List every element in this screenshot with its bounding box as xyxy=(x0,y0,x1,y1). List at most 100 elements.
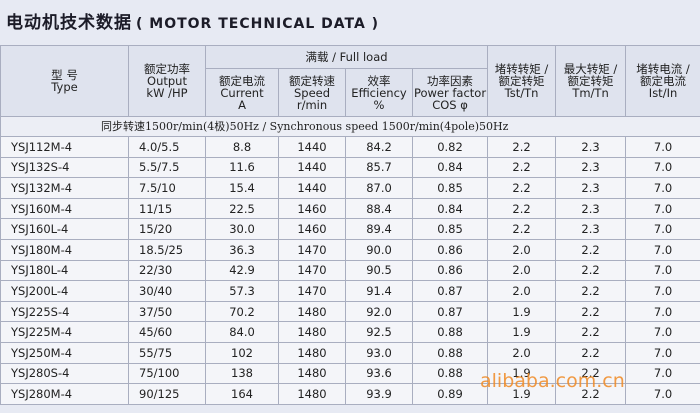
header-line: % xyxy=(373,97,385,112)
data-row: YSJ180M-4 18.5/25 36.3 1470 90.0 0.86 2.0 2.2 7.… xyxy=(0,238,700,261)
cell: 7.0 xyxy=(625,238,700,261)
cell: 90.0 xyxy=(345,238,413,261)
cell: 0.85 xyxy=(411,177,489,199)
cell: YSJ132S-4 xyxy=(0,156,129,179)
cell: YSJ200L-4 xyxy=(0,280,129,302)
cell: 22.5 xyxy=(205,197,279,220)
cell: YSJ180M-4 xyxy=(0,238,129,261)
cell: 0.88 xyxy=(411,341,489,364)
cell: 93.0 xyxy=(345,341,413,364)
cell: 2.2 xyxy=(487,136,557,158)
cell: 2.0 xyxy=(487,341,557,364)
cell: 0.87 xyxy=(411,280,489,302)
cell: 2.3 xyxy=(555,177,627,199)
header-line: Ist/In xyxy=(648,86,678,100)
group-header: 满载 / Full load xyxy=(204,45,489,69)
cell: 1460 xyxy=(278,218,346,240)
header-cell: 额定电流 Current A xyxy=(205,68,279,117)
cell: 37/50 xyxy=(128,300,206,323)
cell: 2.2 xyxy=(487,218,557,240)
data-row: YSJ225S-4 37/50 70.2 1480 92.0 0.87 1.9 2.2 7.0 xyxy=(0,300,700,323)
cell: 2.2 xyxy=(487,156,557,179)
data-row: YSJ250M-4 55/75 102 1480 93.0 0.88 2.0 2.2 7.0 xyxy=(0,341,700,364)
header-line: 效率 xyxy=(367,73,391,88)
cell: 0.82 xyxy=(411,136,489,158)
header-row: 型 号 Type 额定功率 Output kW /HP 满载 / Full load 堵转转… xyxy=(0,45,700,117)
header-line: Speed xyxy=(293,85,331,100)
cell: 1480 xyxy=(278,383,346,405)
header-cell: 最大转矩 / 额定转矩 Tm/Tn xyxy=(555,45,627,117)
cell: 2.2 xyxy=(487,197,557,220)
data-row: YSJ280M-4 90/125 164 1480 93.9 0.89 1.9 2.2 7.0 xyxy=(0,383,700,405)
cell: 57.3 xyxy=(205,280,279,302)
cell: 7.0 xyxy=(625,197,700,220)
header-line: Tst/Tn xyxy=(504,86,539,100)
cell: 30/40 xyxy=(128,280,206,302)
cell: 89.4 xyxy=(345,218,413,240)
data-row: YSJ160L-4 15/20 30.0 1460 89.4 0.85 2.2 2.3 7.0 xyxy=(0,218,700,240)
cell: 1.9 xyxy=(487,362,557,385)
data-row: YSJ160M-4 11/15 22.5 1460 88.4 0.84 2.2 2.3 7.0 xyxy=(0,197,700,220)
cell: 92.5 xyxy=(345,321,413,343)
cell: 0.89 xyxy=(411,383,489,405)
cell: 70.2 xyxy=(205,300,279,323)
table-body: 同步转速1500r/min(4极)50Hz / Synchronous spee… xyxy=(0,116,700,405)
cell: 1.9 xyxy=(487,383,557,405)
header-line: 额定电流 xyxy=(640,74,687,88)
cell: YSJ160L-4 xyxy=(0,218,129,240)
cell: 45/60 xyxy=(128,321,206,343)
cell: 18.5/25 xyxy=(128,238,206,261)
header-line: A xyxy=(238,97,246,112)
cell: 42.9 xyxy=(205,259,279,282)
cell: 7.0 xyxy=(625,156,700,179)
header-line: Current xyxy=(220,85,264,100)
cell: 1480 xyxy=(278,362,346,385)
cell: 15/20 xyxy=(128,218,206,240)
cell: 0.88 xyxy=(411,321,489,343)
cell: 7.0 xyxy=(625,300,700,323)
header-line: Efficiency xyxy=(351,85,407,100)
data-row: YSJ132S-4 5.5/7.5 11.6 1440 85.7 0.84 2.2 2.3 7.… xyxy=(0,156,700,179)
header-cell: 堵转电流 / 额定电流 Ist/In xyxy=(625,45,700,117)
header-line: 型 号 xyxy=(51,68,78,82)
cell: 7.0 xyxy=(625,341,700,364)
cell: 2.0 xyxy=(487,280,557,302)
cell: 4.0/5.5 xyxy=(128,136,206,158)
cell: 1470 xyxy=(278,259,346,282)
section-label: 同步转速1500r/min(4极)50Hz / Synchronous spee… xyxy=(0,116,700,137)
cell: 164 xyxy=(205,383,279,405)
header-line: 堵转电流 / xyxy=(636,62,690,76)
data-row: YSJ225M-4 45/60 84.0 1480 92.5 0.88 1.9 2.2 7.0 xyxy=(0,321,700,343)
cell: 90/125 xyxy=(128,383,206,405)
header-cell: 功率因素 Power factor COS φ xyxy=(411,68,489,117)
header-cell: 额定转速 Speed r/min xyxy=(278,68,346,117)
cell: 7.0 xyxy=(625,259,700,282)
cell: 1440 xyxy=(278,156,346,179)
cell: 87.0 xyxy=(345,177,413,199)
header-line: 堵转转矩 / xyxy=(494,62,549,76)
cell: 2.2 xyxy=(555,383,627,405)
header-line: Type xyxy=(51,80,78,94)
header-line: Power factor xyxy=(413,85,487,100)
header-cell: 效率 Efficiency% xyxy=(345,68,413,117)
cell: YSJ225M-4 xyxy=(0,321,129,343)
cell: 2.3 xyxy=(555,218,627,240)
cell: 2.2 xyxy=(555,321,627,343)
cell: 2.2 xyxy=(555,238,627,261)
cell: 2.3 xyxy=(555,156,627,179)
header-line: 最大转矩 / xyxy=(563,62,618,76)
cell: YSJ280M-4 xyxy=(0,383,129,405)
cell: 0.86 xyxy=(411,259,489,282)
cell: YSJ180L-4 xyxy=(0,259,129,282)
cell: 7.0 xyxy=(625,362,700,385)
cell: 102 xyxy=(205,341,279,364)
cell: 7.5/10 xyxy=(128,177,206,199)
cell: 0.87 xyxy=(411,300,489,323)
header-cell: 型 号 Type xyxy=(0,45,129,117)
header-line: 额定转速 xyxy=(289,73,335,88)
cell: YSJ160M-4 xyxy=(0,197,129,220)
cell: 7.0 xyxy=(625,321,700,343)
header-line: Tm/Tn xyxy=(572,86,609,100)
cell: 88.4 xyxy=(345,197,413,220)
